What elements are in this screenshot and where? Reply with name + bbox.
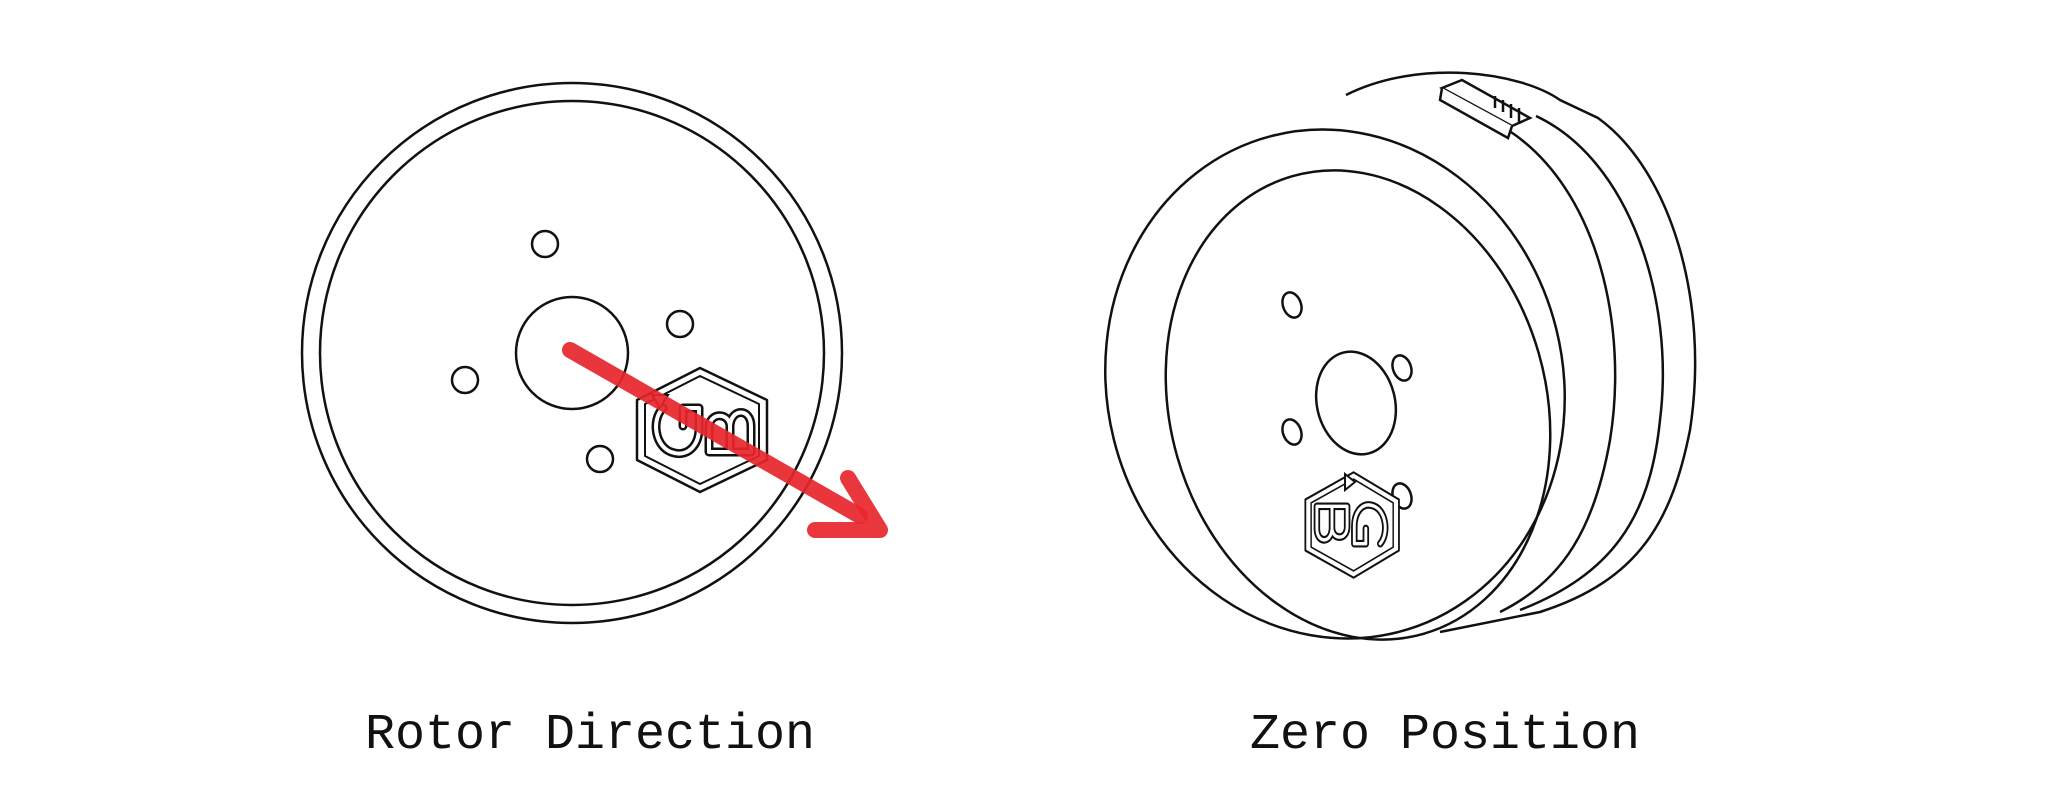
caption-rotor-direction: Rotor Direction xyxy=(364,707,816,764)
motor-back-rim xyxy=(1519,114,1664,612)
motor-front-rim xyxy=(1104,128,1566,640)
mount-hole xyxy=(450,365,480,395)
motor-center-hub xyxy=(514,295,630,411)
motor-center-hub-iso xyxy=(1314,350,1398,456)
motor-outer-rim xyxy=(300,81,844,625)
motor-front-view xyxy=(300,81,888,625)
direction-arrow xyxy=(562,342,888,538)
mount-hole xyxy=(1391,354,1413,382)
logo-badge-iso xyxy=(1305,472,1399,577)
caption-zero-position: Zero Position xyxy=(1249,707,1641,764)
motor-isometric-view xyxy=(1104,71,1697,641)
mount-hole xyxy=(1281,418,1303,446)
mount-hole xyxy=(585,444,615,474)
zero-mark-triangle-iso xyxy=(1344,471,1357,493)
connector-block xyxy=(1438,78,1533,140)
mount-hole xyxy=(1281,291,1303,319)
mount-hole xyxy=(530,229,560,259)
motor-front-face xyxy=(1164,169,1552,641)
motor-body-side xyxy=(1345,71,1697,634)
mount-hole xyxy=(665,309,695,339)
motor-inner-rim xyxy=(318,99,826,607)
motor-back-rim-inner xyxy=(1499,128,1617,614)
